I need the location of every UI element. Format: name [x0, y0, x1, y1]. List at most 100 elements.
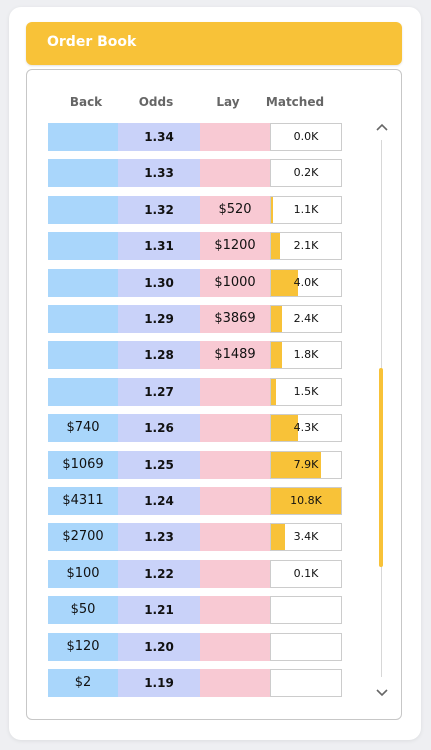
matched-value: 10.8K: [290, 494, 322, 507]
matched-fill-bar: [271, 524, 285, 550]
odds-cell: 1.28: [118, 341, 200, 369]
back-cell[interactable]: [48, 305, 118, 333]
scrollbar-thumb[interactable]: [379, 368, 383, 567]
lay-cell[interactable]: [200, 669, 270, 697]
lay-cell[interactable]: $1000: [200, 269, 270, 297]
matched-fill-bar: [271, 197, 274, 223]
odds-cell: 1.22: [118, 560, 200, 588]
back-cell[interactable]: [48, 232, 118, 260]
odds-cell: 1.30: [118, 269, 200, 297]
matched-cell: [270, 633, 342, 661]
back-cell[interactable]: [48, 341, 118, 369]
matched-value: 4.3K: [293, 421, 319, 434]
matched-fill-bar: [271, 415, 299, 441]
matched-cell: 0.2K: [270, 159, 342, 187]
order-row: $2700 1.23 3.4K: [48, 523, 342, 551]
order-row: $4311 1.24 10.8K: [48, 487, 342, 515]
lay-cell[interactable]: [200, 451, 270, 479]
order-row: $740 1.26 4.3K: [48, 414, 342, 442]
column-header-matched: Matched: [265, 95, 325, 109]
order-row: $50 1.21: [48, 596, 342, 624]
order-row: 1.34 0.0K: [48, 123, 342, 151]
lay-cell[interactable]: $3869: [200, 305, 270, 333]
odds-cell: 1.20: [118, 633, 200, 661]
order-row: 1.28 $1489 1.8K: [48, 341, 342, 369]
lay-cell[interactable]: [200, 378, 270, 406]
back-cell[interactable]: [48, 269, 118, 297]
lay-cell[interactable]: $1489: [200, 341, 270, 369]
matched-fill-bar: [271, 488, 341, 514]
column-header-lay: Lay: [216, 95, 240, 109]
matched-cell: 1.1K: [270, 196, 342, 224]
matched-value: 1.8K: [293, 348, 319, 361]
matched-cell: [270, 669, 342, 697]
back-cell[interactable]: [48, 196, 118, 224]
order-row: $120 1.20: [48, 633, 342, 661]
odds-cell: 1.27: [118, 378, 200, 406]
back-cell[interactable]: $1069: [48, 451, 118, 479]
lay-cell[interactable]: [200, 487, 270, 515]
matched-fill-bar: [271, 379, 276, 405]
matched-cell: 3.4K: [270, 523, 342, 551]
lay-cell[interactable]: [200, 159, 270, 187]
order-row: 1.27 1.5K: [48, 378, 342, 406]
lay-cell[interactable]: $1200: [200, 232, 270, 260]
matched-cell: 10.8K: [270, 487, 342, 515]
back-cell[interactable]: $2700: [48, 523, 118, 551]
matched-fill-bar: [271, 306, 283, 332]
lay-cell[interactable]: [200, 633, 270, 661]
odds-cell: 1.34: [118, 123, 200, 151]
matched-cell: 1.8K: [270, 341, 342, 369]
order-row: 1.32 $520 1.1K: [48, 196, 342, 224]
matched-value: 4.0K: [293, 276, 319, 289]
back-cell[interactable]: [48, 123, 118, 151]
lay-cell[interactable]: $520: [200, 196, 270, 224]
matched-value: 2.4K: [293, 312, 319, 325]
matched-cell: 4.0K: [270, 269, 342, 297]
lay-cell[interactable]: [200, 560, 270, 588]
back-cell[interactable]: $2: [48, 669, 118, 697]
order-row: $1069 1.25 7.9K: [48, 451, 342, 479]
back-cell[interactable]: [48, 159, 118, 187]
lay-cell[interactable]: [200, 596, 270, 624]
matched-value: 7.9K: [293, 458, 319, 471]
column-header-back: Back: [69, 95, 103, 109]
odds-cell: 1.32: [118, 196, 200, 224]
chevron-up-icon[interactable]: [374, 121, 390, 133]
matched-cell: 2.4K: [270, 305, 342, 333]
matched-value: 1.5K: [293, 385, 319, 398]
order-row: 1.29 $3869 2.4K: [48, 305, 342, 333]
back-cell[interactable]: $120: [48, 633, 118, 661]
odds-cell: 1.25: [118, 451, 200, 479]
matched-fill-bar: [271, 452, 321, 478]
matched-value: 2.1K: [293, 239, 319, 252]
matched-value: 0.2K: [293, 166, 319, 179]
order-book-title: Order Book: [47, 34, 137, 50]
matched-value: 1.1K: [293, 203, 319, 216]
back-cell[interactable]: $50: [48, 596, 118, 624]
order-row: 1.31 $1200 2.1K: [48, 232, 342, 260]
order-row: 1.33 0.2K: [48, 159, 342, 187]
order-row: $2 1.19: [48, 669, 342, 697]
matched-cell: 4.3K: [270, 414, 342, 442]
chevron-down-icon[interactable]: [374, 687, 390, 699]
odds-cell: 1.21: [118, 596, 200, 624]
lay-cell[interactable]: [200, 523, 270, 551]
odds-cell: 1.19: [118, 669, 200, 697]
matched-fill-bar: [271, 270, 299, 296]
matched-cell: 1.5K: [270, 378, 342, 406]
lay-cell[interactable]: [200, 414, 270, 442]
matched-fill-bar: [271, 233, 281, 259]
lay-cell[interactable]: [200, 123, 270, 151]
odds-cell: 1.33: [118, 159, 200, 187]
back-cell[interactable]: [48, 378, 118, 406]
matched-cell: [270, 596, 342, 624]
matched-cell: 0.0K: [270, 123, 342, 151]
column-header-odds: Odds: [138, 95, 174, 109]
back-cell[interactable]: $100: [48, 560, 118, 588]
matched-cell: 2.1K: [270, 232, 342, 260]
back-cell[interactable]: $4311: [48, 487, 118, 515]
order-row: 1.30 $1000 4.0K: [48, 269, 342, 297]
odds-cell: 1.24: [118, 487, 200, 515]
back-cell[interactable]: $740: [48, 414, 118, 442]
